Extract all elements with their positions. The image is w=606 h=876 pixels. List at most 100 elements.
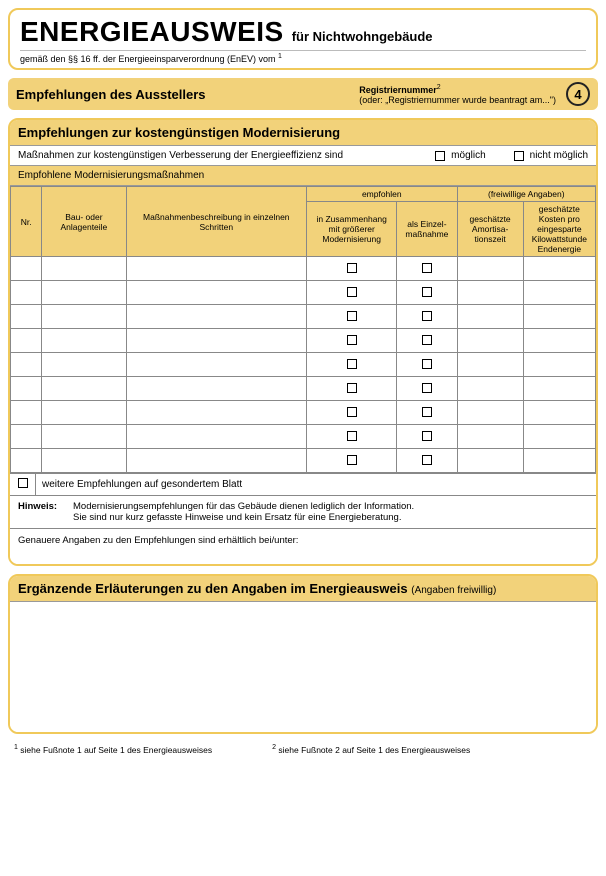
cell-emp1[interactable] — [307, 305, 397, 329]
checkbox-emp-context[interactable] — [347, 359, 357, 369]
section2-heading: Ergänzende Erläuterungen zu den Angaben … — [10, 576, 596, 602]
cell-opt1[interactable] — [457, 281, 523, 305]
cell-emp2[interactable] — [397, 329, 457, 353]
cell-opt1[interactable] — [457, 353, 523, 377]
checkbox-emp-context[interactable] — [347, 311, 357, 321]
cell-opt2[interactable] — [523, 281, 595, 305]
cell-emp2[interactable] — [397, 401, 457, 425]
cell-mass[interactable] — [126, 305, 307, 329]
cell-bau[interactable] — [42, 353, 126, 377]
measures-table: Nr. Bau- oder Anlagenteile Maßnahmenbesc… — [10, 186, 596, 473]
cell-nr[interactable] — [11, 281, 42, 305]
cell-nr[interactable] — [11, 329, 42, 353]
cell-nr[interactable] — [11, 425, 42, 449]
section2-heading-light: (Angaben freiwillig) — [411, 585, 496, 596]
cell-bau[interactable] — [42, 425, 126, 449]
section-explanations: Ergänzende Erläuterungen zu den Angaben … — [8, 574, 598, 734]
cell-nr[interactable] — [11, 353, 42, 377]
cell-opt2[interactable] — [523, 449, 595, 473]
cell-emp1[interactable] — [307, 401, 397, 425]
cell-nr[interactable] — [11, 401, 42, 425]
cell-opt1[interactable] — [457, 257, 523, 281]
hinweis-row: Hinweis: Modernisierungsempfehlungen für… — [10, 495, 596, 528]
cell-emp2[interactable] — [397, 353, 457, 377]
cell-emp1[interactable] — [307, 257, 397, 281]
label-not-possible: nicht möglich — [530, 150, 588, 161]
checkbox-emp-context[interactable] — [347, 455, 357, 465]
cell-opt2[interactable] — [523, 257, 595, 281]
cell-nr[interactable] — [11, 257, 42, 281]
cell-emp2[interactable] — [397, 425, 457, 449]
reg-sup: 2 — [437, 84, 441, 91]
table-caption: Empfohlene Modernisierungsmaßnahmen — [10, 166, 596, 186]
cell-bau[interactable] — [42, 305, 126, 329]
registration-block: Registriernummer2 (oder: „Registriernumm… — [359, 84, 556, 105]
cell-opt2[interactable] — [523, 305, 595, 329]
cell-emp1[interactable] — [307, 425, 397, 449]
table-row — [11, 329, 596, 353]
cell-opt1[interactable] — [457, 425, 523, 449]
cell-mass[interactable] — [126, 401, 307, 425]
checkbox-emp-context[interactable] — [347, 407, 357, 417]
checkbox-emp-context[interactable] — [347, 383, 357, 393]
checkbox-possible[interactable] — [435, 151, 445, 161]
page-number-circle: 4 — [566, 82, 590, 106]
checkbox-emp-context[interactable] — [347, 431, 357, 441]
cell-mass[interactable] — [126, 257, 307, 281]
cell-emp2[interactable] — [397, 305, 457, 329]
cell-nr[interactable] — [11, 449, 42, 473]
cell-opt2[interactable] — [523, 353, 595, 377]
checkbox-emp-single[interactable] — [422, 407, 432, 417]
cell-mass[interactable] — [126, 377, 307, 401]
cell-opt1[interactable] — [457, 377, 523, 401]
cell-emp2[interactable] — [397, 281, 457, 305]
table-row — [11, 425, 596, 449]
cell-emp2[interactable] — [397, 449, 457, 473]
cell-opt1[interactable] — [457, 449, 523, 473]
cell-mass[interactable] — [126, 281, 307, 305]
checkbox-further[interactable] — [18, 478, 28, 488]
cell-emp2[interactable] — [397, 377, 457, 401]
checkbox-emp-context[interactable] — [347, 335, 357, 345]
cell-mass[interactable] — [126, 353, 307, 377]
cell-opt2[interactable] — [523, 425, 595, 449]
checkbox-emp-single[interactable] — [422, 455, 432, 465]
checkbox-emp-single[interactable] — [422, 263, 432, 273]
checkbox-emp-single[interactable] — [422, 431, 432, 441]
cell-bau[interactable] — [42, 449, 126, 473]
cell-bau[interactable] — [42, 257, 126, 281]
cell-nr[interactable] — [11, 377, 42, 401]
cell-mass[interactable] — [126, 329, 307, 353]
checkbox-not-possible[interactable] — [514, 151, 524, 161]
cell-bau[interactable] — [42, 329, 126, 353]
cell-emp1[interactable] — [307, 377, 397, 401]
cell-bau[interactable] — [42, 401, 126, 425]
cell-emp1[interactable] — [307, 353, 397, 377]
cell-mass[interactable] — [126, 425, 307, 449]
cell-emp1[interactable] — [307, 281, 397, 305]
cell-nr[interactable] — [11, 305, 42, 329]
table-row — [11, 401, 596, 425]
measures-possibility-row: Maßnahmen zur kostengünstigen Verbesseru… — [10, 146, 596, 166]
cell-bau[interactable] — [42, 281, 126, 305]
checkbox-emp-single[interactable] — [422, 359, 432, 369]
checkbox-emp-context[interactable] — [347, 263, 357, 273]
cell-opt2[interactable] — [523, 401, 595, 425]
cell-emp2[interactable] — [397, 257, 457, 281]
cell-opt2[interactable] — [523, 377, 595, 401]
explanations-body[interactable] — [10, 602, 596, 732]
checkbox-emp-context[interactable] — [347, 287, 357, 297]
cell-emp1[interactable] — [307, 329, 397, 353]
cell-mass[interactable] — [126, 449, 307, 473]
checkbox-emp-single[interactable] — [422, 383, 432, 393]
measures-intro: Maßnahmen zur kostengünstigen Verbesseru… — [18, 150, 343, 161]
cell-opt2[interactable] — [523, 329, 595, 353]
checkbox-emp-single[interactable] — [422, 311, 432, 321]
cell-bau[interactable] — [42, 377, 126, 401]
cell-emp1[interactable] — [307, 449, 397, 473]
cell-opt1[interactable] — [457, 401, 523, 425]
checkbox-emp-single[interactable] — [422, 287, 432, 297]
cell-opt1[interactable] — [457, 329, 523, 353]
checkbox-emp-single[interactable] — [422, 335, 432, 345]
cell-opt1[interactable] — [457, 305, 523, 329]
